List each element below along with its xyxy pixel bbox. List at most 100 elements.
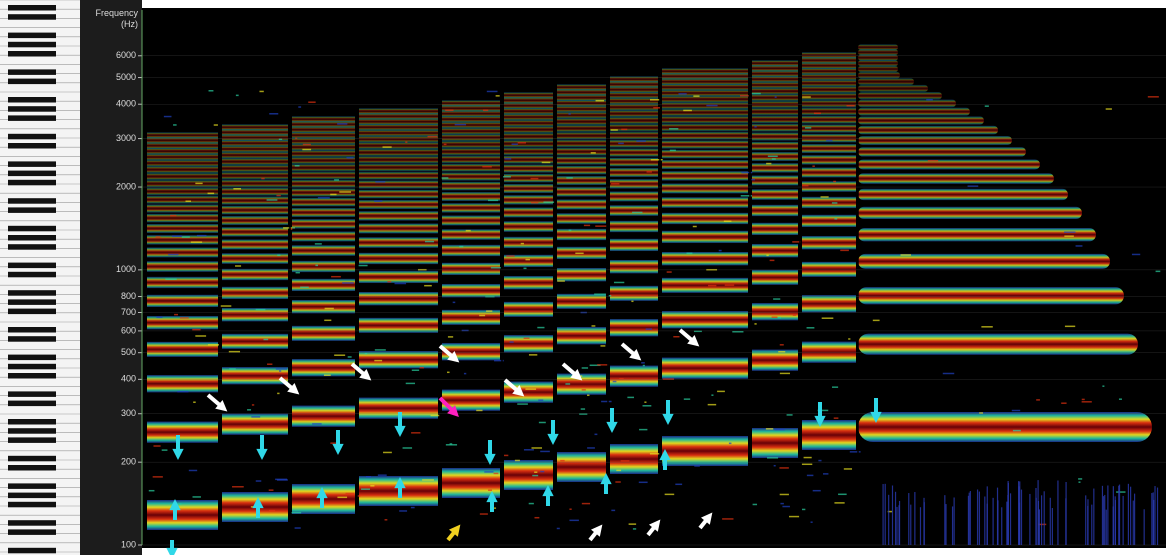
screenshot: 1002003004005006007008001000200030004000… [0,0,1166,555]
black-key [8,309,56,315]
noise-speck [594,293,606,295]
black-key [8,226,56,232]
harmonic-band [752,60,798,66]
noise-speck [591,325,595,327]
harmonic-band [222,227,288,236]
noise-speck [633,528,636,530]
harmonic-band [802,116,856,124]
noise-speck [295,527,301,529]
noise-speck [779,467,788,469]
harmonic-band [858,136,1012,145]
harmonic-band [662,102,748,109]
harmonic-band [858,100,956,108]
harmonic-band [222,172,288,180]
harmonic-band [504,460,553,490]
harmonic-band [802,74,856,81]
harmonic-band [147,277,218,288]
harmonic-band [292,198,355,207]
harmonic-band [752,223,798,235]
harmonic-band [442,164,500,172]
noise-speck [826,140,832,142]
harmonic-band [442,141,500,148]
noise-speck [378,474,387,476]
noise-speck [722,518,733,520]
harmonic-band [147,188,218,196]
black-key [8,299,56,305]
noise-speck [455,124,466,126]
harmonic-band [359,223,438,233]
noise-speck [494,473,499,475]
harmonic-band [442,203,500,212]
noise-speck [780,494,789,496]
noise-speck [615,481,620,483]
noise-speck [793,314,797,316]
noise-speck [337,123,347,125]
noise-speck [782,506,790,508]
harmonic-band [802,144,856,153]
noise-speck [693,95,699,97]
noise-speck [195,183,202,185]
noise-speck [575,253,583,255]
noise-speck [235,265,241,267]
harmonic-band [359,211,438,220]
black-key [8,456,56,462]
noise-speck [405,141,407,143]
harmonic-band [292,261,355,272]
noise-speck [261,178,264,180]
axis-panel [80,0,142,555]
harmonic-band [222,165,288,172]
harmonic-band [442,182,500,191]
harmonic-band [610,221,658,232]
black-key [8,5,56,11]
harmonic-band [752,76,798,83]
noise-speck [292,512,302,514]
noise-speck [1065,326,1075,328]
y-tick-label: 5000 [116,72,136,82]
noise-speck [496,95,500,97]
harmonic-band [610,366,658,387]
harmonic-band [359,130,438,137]
noise-speck [191,241,202,243]
harmonic-band [557,156,606,164]
harmonic-band [662,197,748,208]
harmonic-band [557,199,606,209]
noise-speck [256,480,262,482]
noise-speck [342,282,354,284]
noise-speck [482,166,492,168]
noise-speck [669,128,678,130]
noise-speck [276,368,287,370]
noise-speck [560,460,564,462]
harmonic-band [359,190,438,199]
harmonic-band [557,452,606,482]
harmonic-band [222,216,288,225]
noise-speck [582,367,588,369]
noise-speck [1082,401,1092,403]
noise-speck [524,268,527,270]
noise-speck [395,283,407,285]
noise-speck [209,90,214,92]
black-key [8,502,56,508]
harmonic-band [222,146,288,153]
noise-speck [684,398,690,400]
noise-speck [1078,478,1082,480]
harmonic-band [752,244,798,257]
noise-speck [678,93,686,95]
noise-speck [504,455,508,457]
noise-speck [591,152,596,154]
harmonic-band [147,160,218,167]
noise-speck [789,516,799,518]
noise-speck [613,381,617,383]
y-tick-label: 100 [121,539,136,549]
noise-speck [539,422,546,424]
black-key [8,115,56,121]
noise-speck [177,391,188,393]
noise-speck [1078,481,1080,483]
noise-speck [375,349,386,351]
harmonic-band [147,500,218,530]
harmonic-band [662,109,748,116]
noise-speck [251,416,260,418]
harmonic-band [147,166,218,173]
harmonic-band [662,160,748,169]
harmonic-band [504,221,553,232]
harmonic-band [858,287,1124,304]
